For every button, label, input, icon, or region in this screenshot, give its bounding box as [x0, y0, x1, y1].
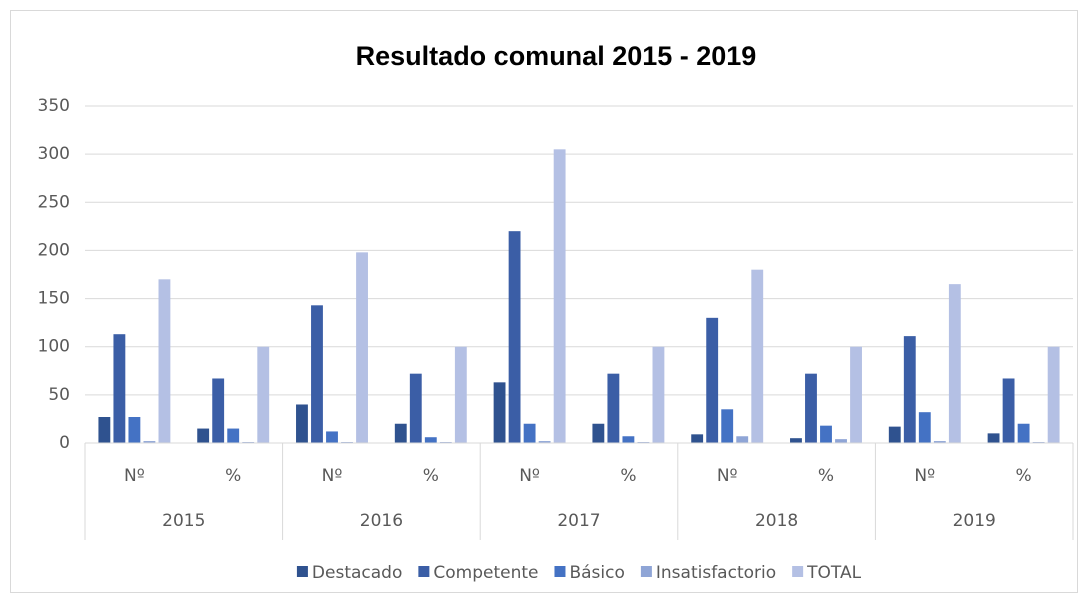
bar — [918, 412, 931, 443]
bar — [691, 434, 704, 443]
bar — [721, 409, 734, 443]
y-tick-label: 300 — [38, 144, 70, 164]
bar — [592, 423, 605, 443]
bar — [1047, 346, 1060, 443]
chart-frame — [10, 10, 1078, 593]
legend-label: Competente — [433, 563, 538, 583]
y-tick-label: 50 — [48, 385, 70, 405]
legend-label: Destacado — [312, 563, 402, 583]
bar — [523, 423, 536, 443]
bar — [128, 417, 141, 443]
bar — [790, 438, 802, 443]
y-tick-label: 250 — [38, 192, 70, 212]
bar — [538, 441, 551, 443]
bar — [143, 441, 156, 443]
legend-label: Básico — [569, 563, 624, 583]
x-tick-label: Nº — [914, 466, 935, 486]
bar — [409, 373, 422, 443]
bar — [311, 305, 323, 443]
bar — [212, 378, 225, 443]
bar — [706, 317, 719, 443]
bar — [326, 431, 338, 443]
x-tick-label: Nº — [124, 466, 145, 486]
bar — [1017, 423, 1030, 443]
y-tick-label: 200 — [38, 240, 70, 260]
bar — [820, 425, 832, 443]
bar — [296, 404, 308, 443]
group-label: 2015 — [162, 511, 205, 531]
x-tick-label: % — [620, 466, 636, 486]
bar — [356, 252, 368, 443]
y-tick-label: 350 — [38, 96, 70, 116]
bar — [197, 428, 210, 443]
legend-label: TOTAL — [806, 563, 861, 583]
group-label: 2019 — [953, 511, 996, 531]
bar — [903, 336, 916, 443]
bar — [394, 423, 407, 443]
bar — [158, 279, 171, 443]
legend-swatch — [296, 566, 308, 577]
bar — [850, 346, 862, 443]
bar — [805, 373, 817, 443]
legend-swatch — [640, 566, 652, 577]
x-tick-label: % — [1016, 466, 1032, 486]
bar — [835, 439, 847, 443]
bar — [454, 346, 467, 443]
legend-swatch — [554, 566, 566, 577]
y-tick-label: 100 — [38, 337, 70, 357]
bar — [508, 231, 521, 443]
bar — [113, 334, 126, 443]
x-tick-label: Nº — [717, 466, 738, 486]
bar — [933, 441, 946, 443]
group-label: 2017 — [557, 511, 600, 531]
bar — [751, 269, 764, 443]
bar — [607, 373, 620, 443]
legend-swatch — [792, 566, 804, 577]
bar — [736, 436, 749, 443]
bar — [257, 346, 270, 443]
group-label: 2016 — [360, 511, 403, 531]
bar — [227, 428, 240, 443]
legend-label: Insatisfactorio — [656, 563, 776, 583]
bar — [493, 382, 506, 443]
bar — [987, 433, 1000, 443]
y-tick-label: 0 — [59, 433, 70, 453]
bar — [622, 436, 635, 443]
x-tick-label: % — [225, 466, 241, 486]
x-tick-label: % — [818, 466, 834, 486]
bar — [948, 284, 961, 443]
x-tick-label: Nº — [322, 466, 343, 486]
chart-title: Resultado comunal 2015 - 2019 — [356, 41, 757, 71]
bar — [652, 346, 665, 443]
x-tick-label: % — [423, 466, 439, 486]
bar — [553, 149, 566, 444]
y-tick-label: 150 — [38, 289, 70, 309]
bar — [1002, 378, 1015, 443]
bar — [98, 417, 111, 443]
bar — [888, 426, 901, 443]
legend-swatch — [418, 566, 430, 577]
group-label: 2018 — [755, 511, 798, 531]
bar — [424, 437, 437, 443]
x-tick-label: Nº — [519, 466, 540, 486]
